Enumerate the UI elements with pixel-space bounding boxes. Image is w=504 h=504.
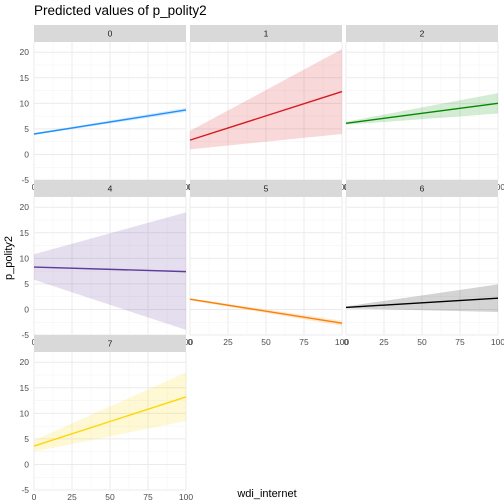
y-tick-label: 10 xyxy=(20,98,30,108)
facet-panel-6: 6 0 25 50 75 100 xyxy=(344,180,504,347)
x-tick-label: 100 xyxy=(335,182,349,192)
y-tick-label: 5 xyxy=(24,434,29,444)
x-tick-label: 100 xyxy=(179,182,193,192)
prediction-line xyxy=(33,109,187,135)
facet-strip-label: 2 xyxy=(420,29,425,39)
facet-strip-label: 0 xyxy=(108,29,113,39)
x-tick-label: 0 xyxy=(188,337,193,347)
facet-strip-label: 6 xyxy=(420,184,425,194)
confidence-band xyxy=(34,372,186,452)
y-tick-label: 20 xyxy=(20,357,30,367)
y-tick-label: 0 xyxy=(24,459,29,469)
y-tick-label: -5 xyxy=(21,485,29,495)
y-tick-label: 5 xyxy=(24,279,29,289)
x-tick-label: 0 xyxy=(344,337,349,347)
y-tick-label: 0 xyxy=(24,304,29,314)
facet-panel-5: 50 25 50 75 100 xyxy=(188,180,349,347)
prediction-line xyxy=(189,90,343,141)
x-tick-label: 25 xyxy=(379,337,389,347)
x-tick-label: 100 xyxy=(491,337,504,347)
y-tick-label: 20 xyxy=(20,47,30,57)
confidence-band xyxy=(34,212,186,330)
x-tick-label: 50 xyxy=(261,337,271,347)
y-tick-label: 15 xyxy=(20,383,30,393)
y-tick-label: -5 xyxy=(21,175,29,185)
x-tick-label: 100 xyxy=(179,337,193,347)
x-tick-label: 50 xyxy=(417,337,427,347)
confidence-band xyxy=(190,49,342,150)
facet-strip xyxy=(190,180,342,197)
y-tick-label: 10 xyxy=(20,408,30,418)
facet-strip-label: 7 xyxy=(108,339,113,349)
prediction-line xyxy=(33,396,187,447)
facet-strip xyxy=(34,180,186,197)
y-axis-title: p_polity2 xyxy=(3,236,15,280)
x-tick-label: 25 xyxy=(223,337,233,347)
y-tick-label: 15 xyxy=(20,228,30,238)
x-tick-label: 0 xyxy=(32,492,37,502)
x-tick-label: 100 xyxy=(179,492,193,502)
facet-strip-label: 5 xyxy=(264,184,269,194)
facet-panel-1: 10255075100 xyxy=(188,25,349,192)
facet-strip xyxy=(346,180,498,197)
facet-strip-label: 4 xyxy=(108,184,113,194)
prediction-line xyxy=(33,266,187,273)
prediction-line xyxy=(189,298,343,324)
y-tick-label: 0 xyxy=(24,149,29,159)
x-axis-title: wdi_internet xyxy=(236,488,296,500)
facet-strip xyxy=(34,335,186,352)
y-tick-label: 20 xyxy=(20,202,30,212)
x-tick-label: 75 xyxy=(143,492,153,502)
facet-panel-2: 20255075100 xyxy=(344,25,504,192)
facet-strip xyxy=(190,25,342,42)
y-tick-label: 15 xyxy=(20,73,30,83)
prediction-line xyxy=(345,102,499,124)
x-tick-label: 25 xyxy=(67,492,77,502)
x-tick-label: 100 xyxy=(335,337,349,347)
x-tick-label: 75 xyxy=(455,337,465,347)
y-tick-label: -5 xyxy=(21,330,29,340)
x-tick-label: 50 xyxy=(105,492,115,502)
chart-title: Predicted values of p_polity2 xyxy=(34,3,207,18)
facet-strip-label: 1 xyxy=(264,29,269,39)
confidence-band xyxy=(346,93,498,125)
facet-panels: 00255075100-5051015201025507510020255075… xyxy=(20,25,504,502)
x-tick-label: 75 xyxy=(299,337,309,347)
y-tick-label: 10 xyxy=(20,253,30,263)
y-tick-label: 5 xyxy=(24,124,29,134)
prediction-line xyxy=(345,297,499,309)
facet-strip xyxy=(346,25,498,42)
facet-strip xyxy=(34,25,186,42)
